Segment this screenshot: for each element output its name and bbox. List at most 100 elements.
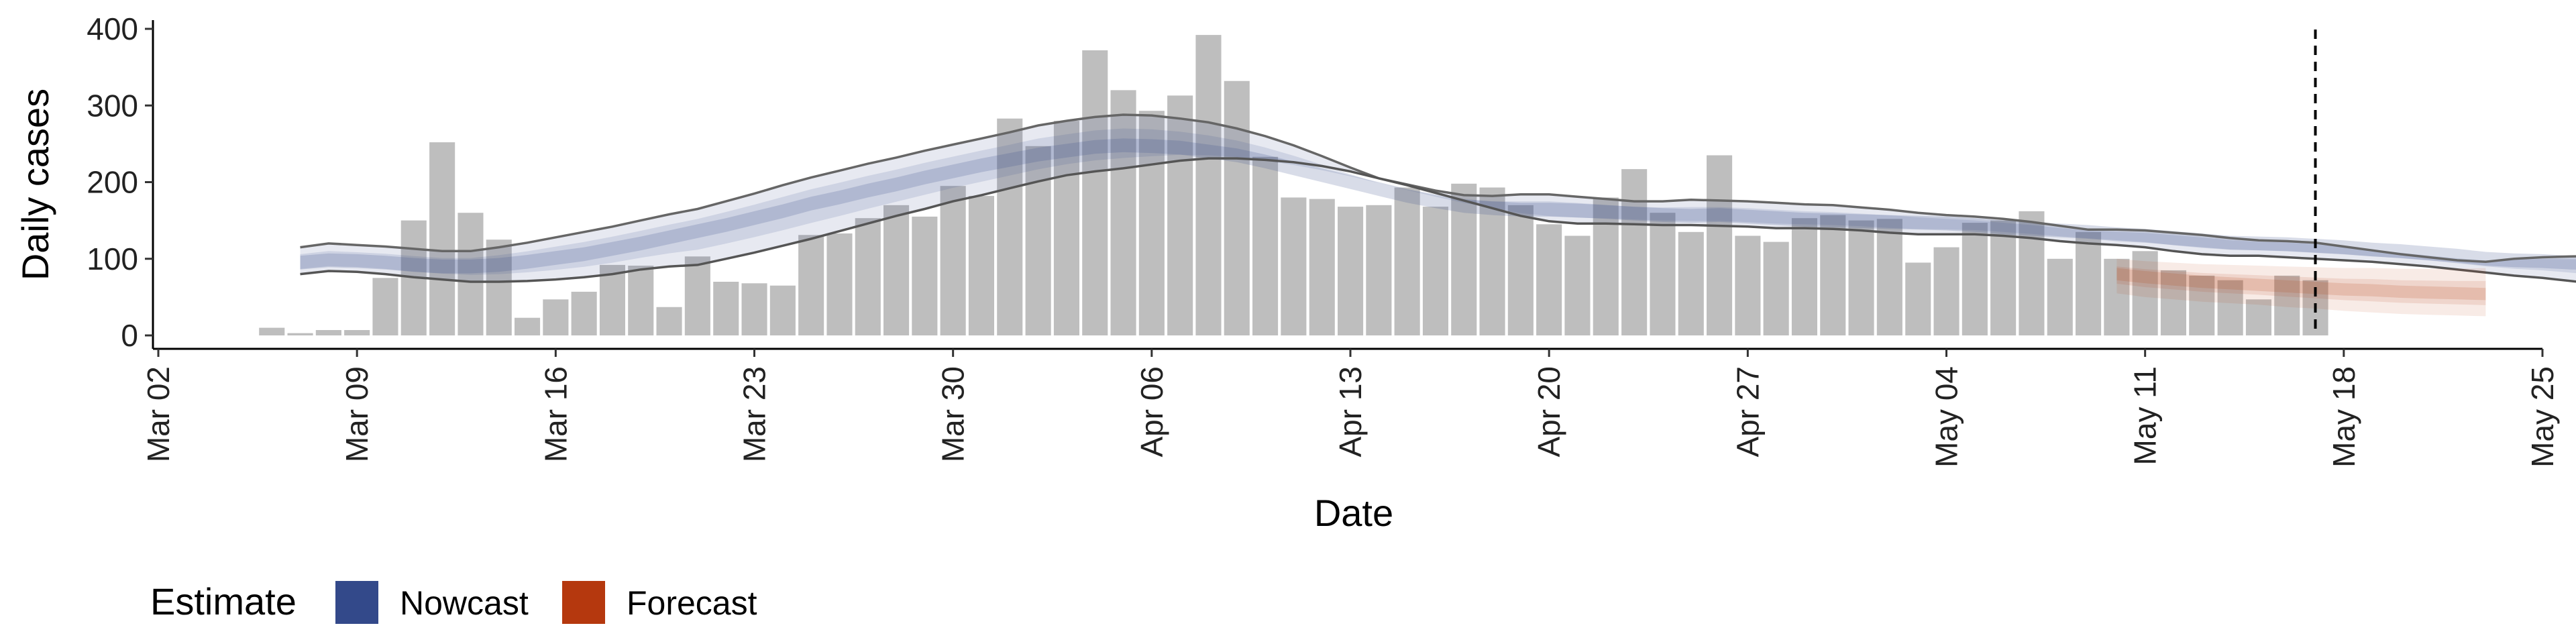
bar-9 [515, 317, 541, 335]
nowcast-band-90 [300, 115, 2576, 282]
bar-36 [1281, 197, 1307, 335]
legend-label-forecast: Forecast [627, 584, 757, 622]
bar-56 [1848, 220, 1874, 335]
x-tick-label-2: Mar 16 [538, 366, 573, 462]
bar-3 [344, 330, 370, 335]
bar-47 [1593, 197, 1619, 335]
bar-60 [1962, 223, 1988, 335]
nowcast-upper-line [300, 113, 2576, 264]
bar-67 [2160, 270, 2186, 335]
nowcast-band-median [300, 138, 2576, 274]
bar-28 [1053, 121, 1079, 335]
bar-52 [1735, 235, 1761, 335]
bar-54 [1791, 218, 1817, 335]
x-tick-label-1: Mar 09 [339, 366, 374, 462]
bars-layer [259, 35, 2328, 336]
y-axis-title: Daily cases [14, 89, 56, 280]
legend: Estimate Nowcast Forecast [150, 580, 757, 624]
bar-63 [2047, 258, 2073, 336]
y-tick-label-1: 100 [87, 241, 138, 276]
y-tick-label-2: 200 [87, 165, 138, 200]
bar-45 [1536, 224, 1562, 335]
nowcast-layer [300, 113, 2576, 283]
bar-8 [486, 239, 512, 335]
bar-2 [315, 330, 341, 335]
forecast-band-outer [2116, 258, 2486, 317]
bar-35 [1252, 156, 1279, 336]
bar-18 [769, 285, 796, 335]
bar-50 [1678, 231, 1704, 335]
x-tick-label-10: May 11 [2128, 366, 2163, 465]
bar-70 [2245, 299, 2271, 335]
bar-27 [1025, 146, 1051, 336]
bar-24 [940, 186, 966, 335]
x-tick-label-12: May 25 [2525, 366, 2560, 468]
bar-33 [1195, 35, 1222, 335]
forecast-band-median [2116, 268, 2486, 301]
bar-25 [968, 196, 994, 335]
forecast-layer [2116, 258, 2486, 317]
bar-51 [1707, 155, 1733, 335]
bar-17 [741, 283, 767, 335]
bar-62 [2019, 211, 2045, 335]
bar-41 [1422, 207, 1448, 335]
bar-12 [599, 264, 625, 335]
x-tick-label-9: May 04 [1929, 366, 1964, 468]
y-tick-label-4: 400 [87, 11, 138, 46]
bar-23 [912, 216, 938, 335]
legend-swatch-nowcast [335, 581, 378, 624]
x-tick-label-0: Mar 02 [141, 366, 176, 462]
bar-65 [2104, 258, 2130, 336]
forecast-band-inner [2116, 266, 2486, 305]
bar-37 [1309, 199, 1335, 335]
bar-13 [628, 266, 654, 335]
axes-layer: 0 100 200 300 400 Mar 02 Mar 09 Mar 16 Mar 23 Mar… [87, 11, 2560, 468]
bar-4 [372, 278, 398, 335]
bar-6 [429, 142, 455, 335]
x-tick-label-7: Apr 20 [1532, 366, 1566, 458]
bar-68 [2189, 275, 2215, 335]
bar-11 [571, 291, 597, 335]
bar-39 [1366, 205, 1392, 335]
bar-38 [1338, 207, 1364, 335]
x-tick-label-4: Mar 30 [936, 366, 971, 462]
bar-29 [1082, 50, 1108, 335]
bar-34 [1224, 80, 1250, 335]
bar-10 [543, 299, 569, 335]
bar-31 [1138, 111, 1165, 335]
bar-22 [883, 205, 910, 335]
x-tick-label-6: Apr 13 [1333, 366, 1368, 458]
bar-58 [1905, 262, 1931, 335]
bar-59 [1933, 247, 1960, 335]
bar-61 [1990, 220, 2017, 335]
bar-42 [1451, 183, 1477, 335]
bar-26 [997, 118, 1023, 335]
bar-15 [684, 256, 710, 335]
y-tick-label-0: 0 [121, 318, 138, 353]
x-tick-label-11: May 18 [2326, 366, 2361, 468]
nowcast-band-50 [300, 128, 2576, 275]
bar-40 [1394, 187, 1420, 335]
bar-49 [1650, 213, 1676, 335]
bar-46 [1564, 235, 1591, 335]
x-axis-title: Date [1314, 492, 1393, 534]
x-tick-label-5: Apr 06 [1134, 366, 1169, 458]
bar-71 [2274, 275, 2300, 335]
legend-title: Estimate [150, 580, 297, 623]
bar-1 [287, 333, 313, 335]
bar-53 [1763, 241, 1789, 335]
bar-43 [1479, 187, 1505, 335]
legend-label-nowcast: Nowcast [400, 584, 529, 622]
bar-66 [2132, 251, 2158, 335]
bar-21 [855, 218, 881, 335]
nowcast-lower-line [300, 157, 2576, 283]
y-tick-label-3: 300 [87, 88, 138, 123]
bar-57 [1876, 219, 1902, 335]
bar-20 [826, 233, 853, 335]
bar-14 [656, 307, 682, 335]
bar-19 [798, 235, 824, 335]
legend-swatch-forecast [562, 581, 605, 624]
bar-64 [2076, 231, 2102, 335]
bar-30 [1110, 90, 1136, 335]
